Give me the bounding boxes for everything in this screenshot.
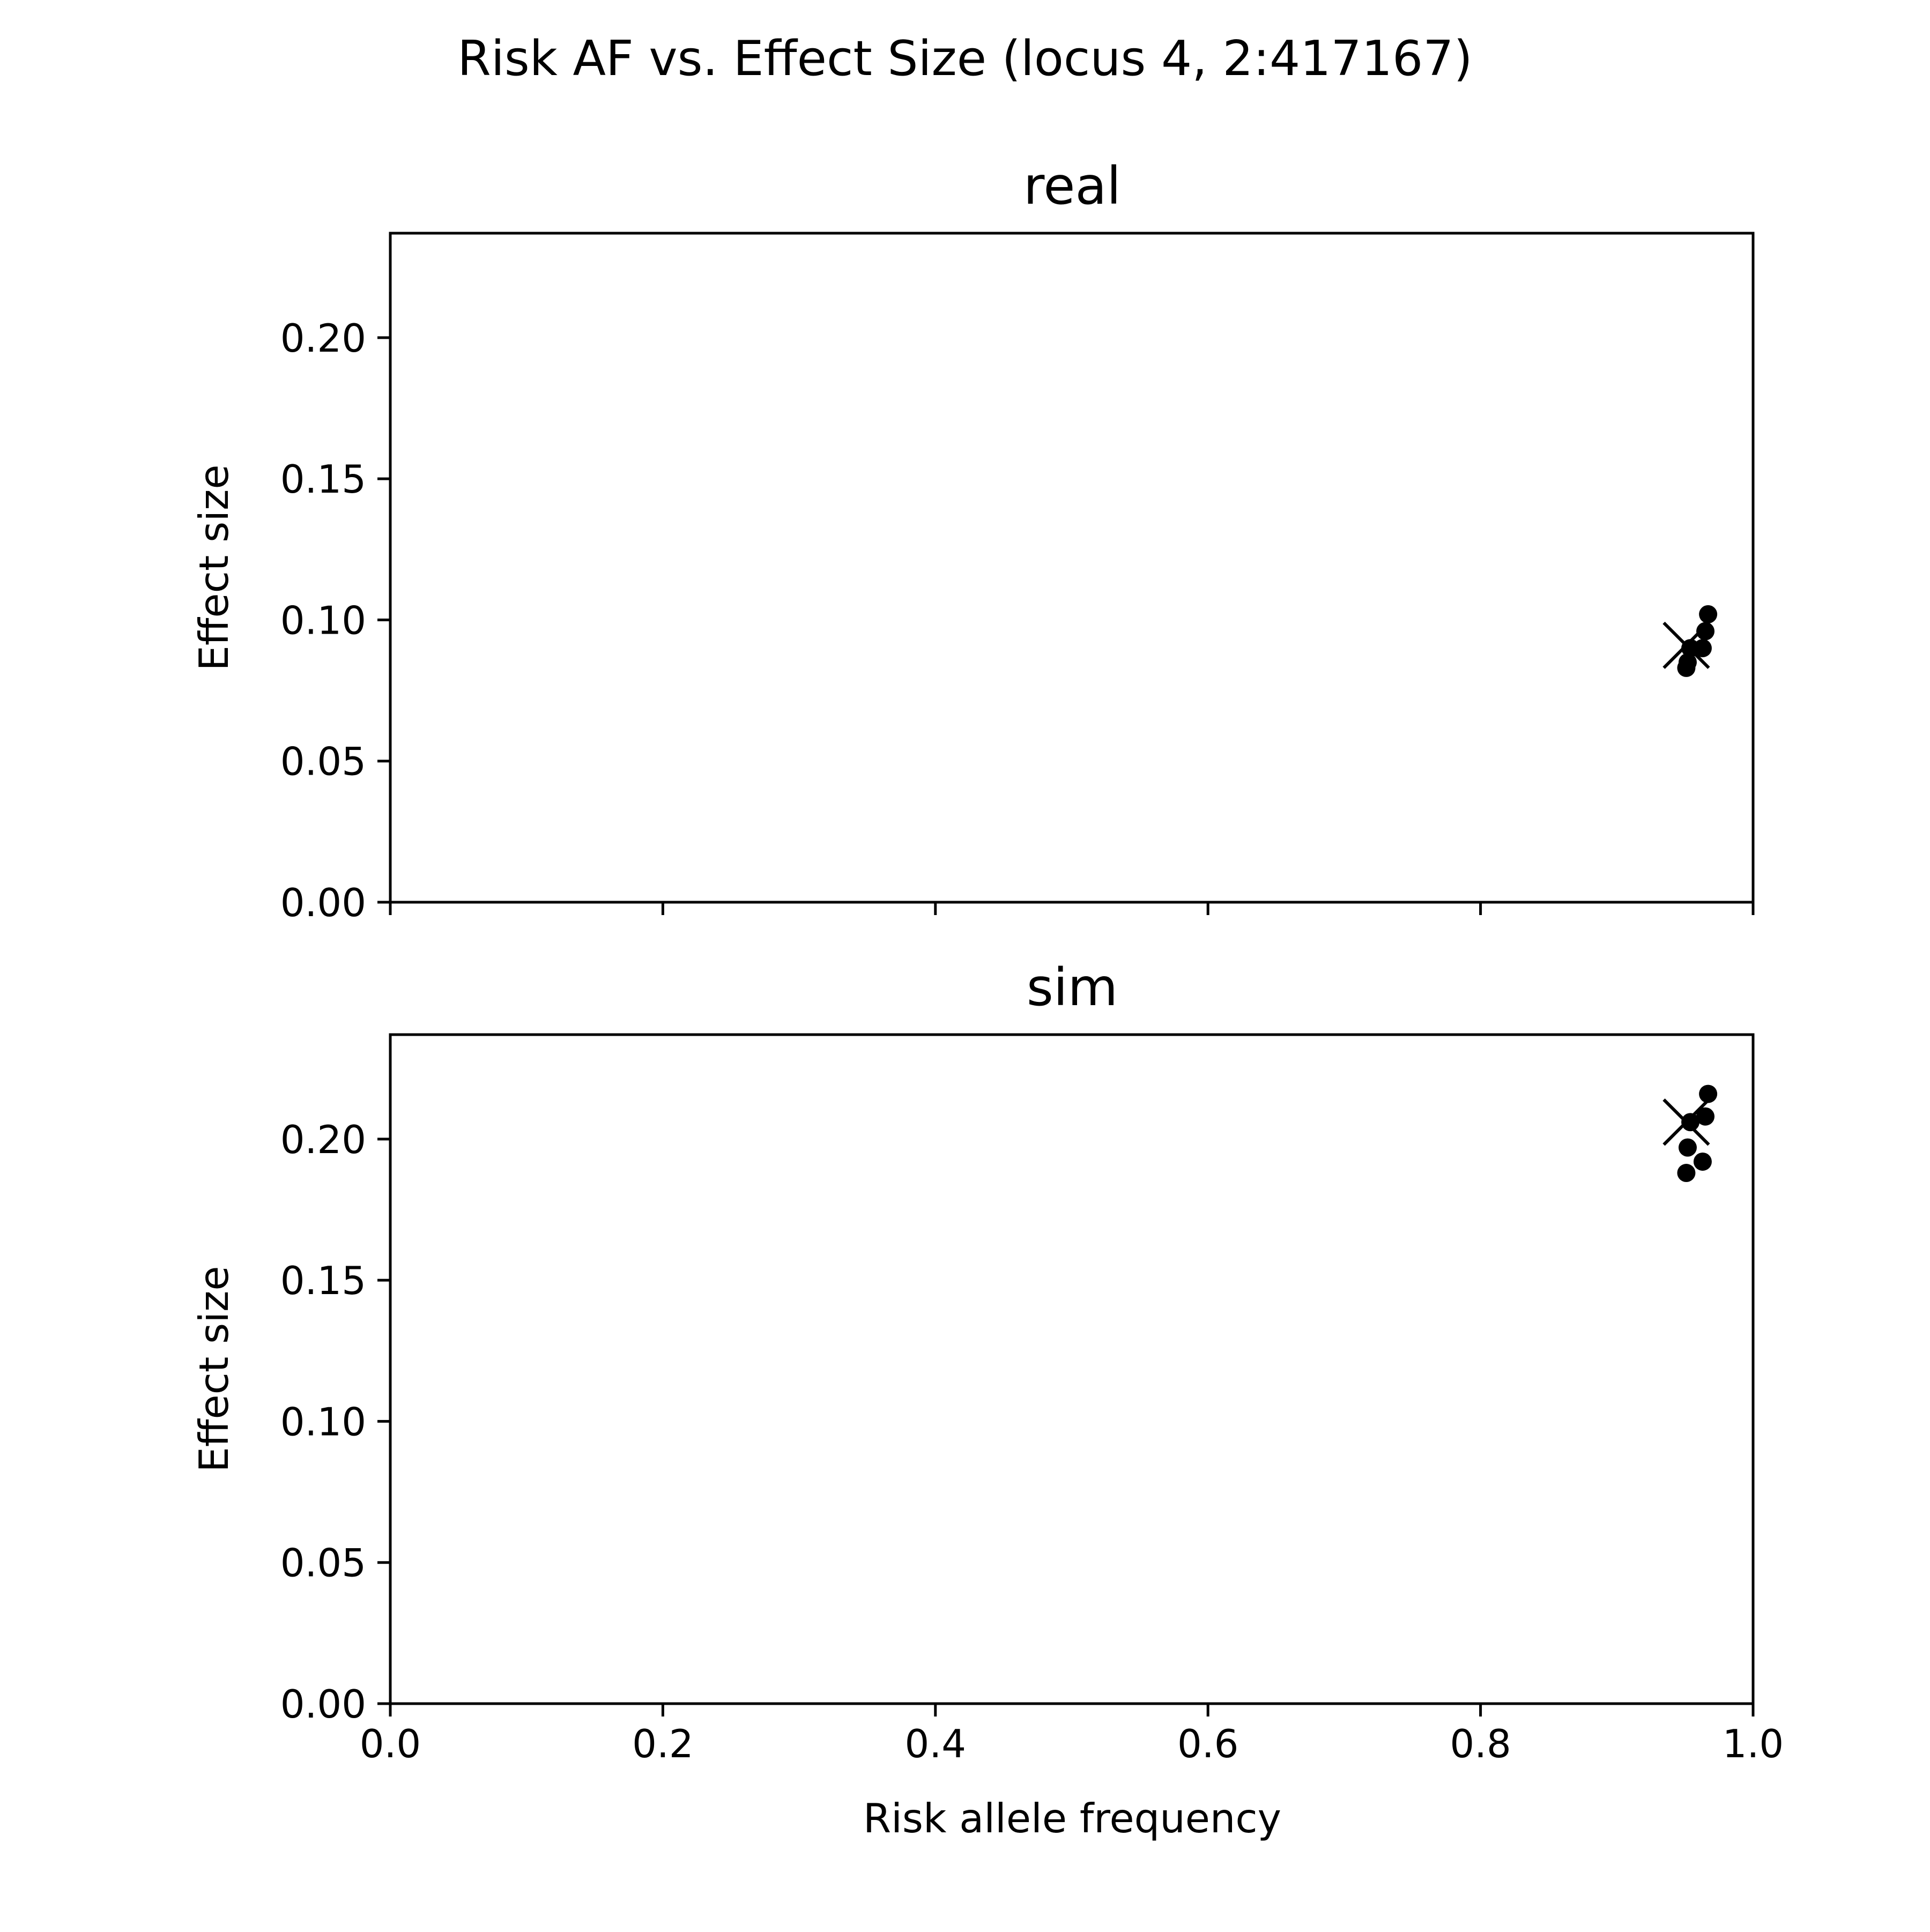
x-tick-label: 0.2 [632,1721,694,1766]
scatter-points [1662,605,1718,677]
x-axis: 0.0 0.2 0.4 0.6 0.8 1.0 [360,1704,1784,1766]
x-tick-label: 0.4 [905,1721,967,1766]
y-axis-label: Effect size [190,464,237,671]
y-axis-label: Effect size [190,1266,237,1472]
data-point [1699,1084,1718,1103]
figure-title: Risk AF vs. Effect Size (locus 4, 2:4171… [457,31,1472,87]
y-tick-label: 0.10 [280,1399,366,1444]
plot-frame [389,1033,1755,1705]
y-tick-label: 0.00 [280,1682,366,1727]
y-axis: 0.00 0.05 0.10 0.15 0.20 [280,316,390,925]
data-point [1693,1152,1712,1171]
x-tick-label: 1.0 [1723,1721,1784,1766]
y-tick-label: 0.05 [280,739,366,784]
data-point [1696,622,1715,641]
x-axis-label: Risk allele frequency [863,1795,1281,1842]
subplot-real: real 0.00 0.05 0.10 0.15 0.20 Effect size [190,156,1755,925]
data-point [1681,1113,1700,1132]
subplot-sim: sim 0.0 0.2 0.4 0.6 0.8 1.0 0.000.050.100.150… [190,957,1784,1842]
data-point [1678,1138,1697,1157]
data-point [1699,605,1718,623]
subplot-title: real [1023,156,1121,216]
x-tick-label: 0.0 [360,1721,421,1766]
y-tick-label: 0.10 [280,598,366,643]
x-tick-label: 0.6 [1177,1721,1239,1766]
y-tick-label: 0.15 [280,1258,366,1303]
y-tick-label: 0.00 [280,880,366,925]
x-axis [389,902,1755,915]
y-tick-label: 0.20 [280,316,366,361]
y-tick-label: 0.20 [280,1117,366,1162]
plot-frame [389,232,1755,904]
data-point [1677,658,1696,677]
y-axis: 0.00 0.05 0.10 0.15 0.20 [280,1117,390,1727]
lead-variant-x-marker [1662,1098,1710,1146]
x-tick-label: 0.8 [1450,1721,1511,1766]
lead-variant-x-marker [1662,621,1710,669]
y-tick-label: 0.15 [280,457,366,502]
y-tick-label: 0.05 [280,1541,366,1586]
scatter-points [1662,1084,1718,1183]
data-point [1696,1107,1715,1126]
data-point [1677,1164,1696,1183]
subplot-title: sim [1027,957,1118,1017]
